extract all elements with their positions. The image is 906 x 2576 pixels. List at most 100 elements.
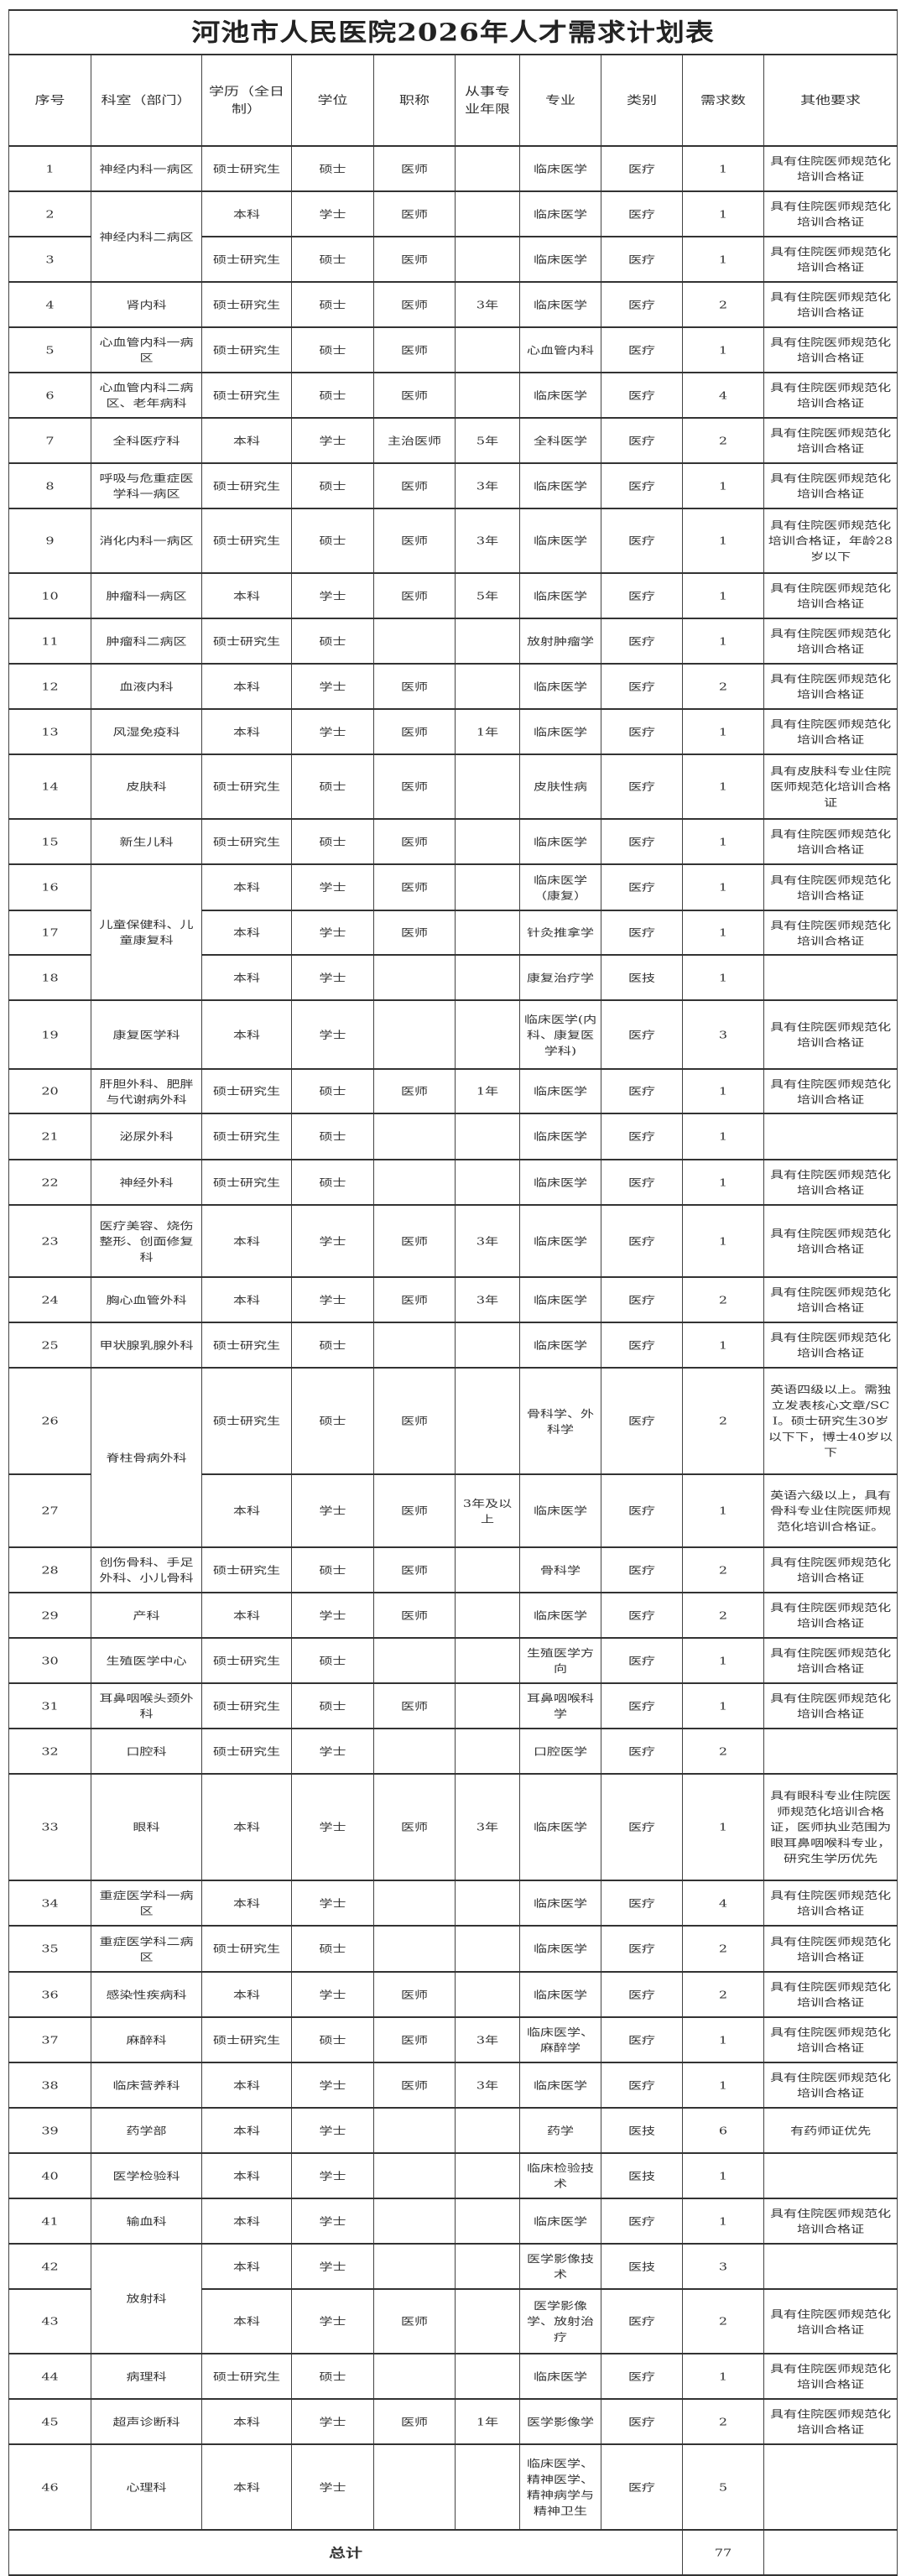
cell-department: 肝胆外科、肥胖与代谢病外科 [91, 1068, 202, 1114]
cell-category: 医疗 [601, 2016, 683, 2063]
cell-text: 医疗 [627, 1563, 655, 1577]
cell-major: 临床检验技术 [519, 2152, 601, 2199]
cell-text: 5 [45, 343, 55, 357]
cell-text: 英语四级以上。需独立发表核心文章/SCI。硕士研究生30岁以下下，博士40岁以下 [768, 1383, 893, 1459]
cell-text: 临床医学 [533, 1821, 587, 1833]
cell-major: 药学 [519, 2107, 601, 2154]
cell-text: 1年 [476, 725, 499, 738]
cell-text: 29 [41, 1609, 59, 1622]
cell-demand-count: 1 [682, 1773, 764, 1881]
cell-text: 医疗 [627, 2033, 655, 2047]
cell-text: 具有住院医师规范化培训合格证 [770, 1077, 892, 1105]
cell-department: 甲状腺乳腺外科 [91, 1322, 202, 1369]
cell-seq: 2 [8, 190, 91, 237]
cell-department: 肿瘤科二病区 [91, 618, 202, 665]
cell-text: 硕士 [319, 780, 346, 793]
table-row: 9 消化内科一病区 硕士研究生 硕士 医师 3年 临床医学 医疗 1 具有住院医师规范化培训合格证… [8, 508, 898, 574]
cell-demand-count: 2 [682, 1728, 764, 1775]
cell-seq: 22 [8, 1159, 91, 1206]
cell-text: 临床营养科 [112, 2078, 180, 2092]
cell-text: 医师 [400, 2415, 428, 2428]
cell-major: 临床医学 [519, 2353, 601, 2400]
cell-department: 儿童保健科、儿童康复科 [91, 863, 202, 1001]
cell-category: 医疗 [601, 462, 683, 509]
cell-job-title: 医师 [373, 1773, 456, 1881]
cell-text: 具有住院医师规范化培训合格证 [770, 1601, 892, 1630]
cell-text: 40 [41, 2169, 59, 2182]
cell-text: 2 [718, 1744, 728, 1758]
cell-seq: 44 [8, 2353, 91, 2400]
cell-text: 具有住院医师规范化培训合格证 [770, 873, 892, 901]
cell-text: 本科 [232, 1293, 260, 1306]
cell-text: 消化内科一病区 [99, 534, 194, 547]
cell-major: 骨科学 [519, 1546, 601, 1593]
cell-text: 硕士 [319, 298, 346, 311]
cell-years [455, 236, 520, 283]
cell-text: 病理科 [126, 2370, 167, 2383]
cell-text: 1 [718, 207, 728, 221]
cell-text: 硕士研究生 [212, 1338, 280, 1352]
cell-demand-count: 1 [682, 1322, 764, 1369]
cell-text: 心血管内科 [526, 343, 594, 357]
cell-text: 具有住院医师规范化培训合格证 [770, 1692, 892, 1720]
cell-other-requirements: 具有住院医师规范化培训合格证，年龄28岁以下 [763, 508, 898, 574]
cell-major: 临床医学 [519, 2062, 601, 2109]
total-count-text: 77 [714, 2546, 732, 2559]
cell-text: 2 [718, 298, 728, 311]
cell-text: 1 [718, 1699, 728, 1713]
cell-demand-count: 3 [682, 2243, 764, 2290]
cell-department: 超声诊断科 [91, 2398, 202, 2445]
cell-text: 临床医学(内科、康复医学科) [523, 1013, 597, 1056]
cell-text: 医师 [400, 1293, 428, 1306]
cell-seq: 32 [8, 1728, 91, 1775]
cell-years [455, 326, 520, 373]
cell-text: 医疗 [627, 1176, 655, 1189]
cell-text: 具有住院医师规范化培训合格证 [770, 919, 892, 946]
cell-years: 3年 [455, 462, 520, 509]
cell-job-title [373, 954, 456, 1001]
cell-text: 临床医学 [533, 1896, 587, 1910]
cell-text: 学士 [319, 971, 346, 984]
cell-education: 硕士研究生 [201, 754, 292, 820]
cell-category: 医疗 [601, 145, 683, 192]
cell-job-title: 医师 [373, 1473, 456, 1548]
cell-category: 医疗 [601, 818, 683, 865]
cell-department: 眼科 [91, 1773, 202, 1881]
cell-major: 临床医学 [519, 708, 601, 755]
cell-text: 临床医学 [533, 1988, 587, 2001]
cell-text: 2 [45, 207, 55, 221]
cell-text: 医师 [400, 1988, 428, 2001]
cell-other-requirements: 具有住院医师规范化培训合格证 [763, 1592, 898, 1639]
cell-other-requirements: 具有住院医师规范化培训合格证 [763, 1682, 898, 1729]
cell-job-title [373, 2152, 456, 2199]
cell-category: 医疗 [601, 663, 683, 710]
cell-demand-count: 2 [682, 2398, 764, 2445]
cell-years [455, 1159, 520, 1206]
cell-demand-count: 2 [682, 281, 764, 328]
cell-demand-count: 2 [682, 1367, 764, 1475]
cell-years [455, 2443, 520, 2531]
cell-major: 临床医学 [519, 1880, 601, 1927]
cell-other-requirements: 具有眼科专业住院医师规范化培训合格证，医师执业范围为眼耳鼻咽喉科专业，研究生学历… [763, 1773, 898, 1881]
cell-text: 学士 [319, 725, 346, 738]
cell-text: 神经内科一病区 [99, 162, 194, 175]
cell-text: 骨科学、外科学 [526, 1407, 594, 1435]
cell-text: 硕士研究生 [212, 835, 280, 848]
cell-category: 医疗 [601, 372, 683, 419]
cell-text: 1 [718, 1085, 728, 1098]
cell-job-title: 医师 [373, 462, 456, 509]
table-row: 22 神经外科 硕士研究生 硕士 临床医学 医疗 1 具有住院医师规范化培训合格证 [8, 1159, 898, 1206]
cell-text: 硕士 [319, 1130, 346, 1143]
cell-demand-count: 5 [682, 2443, 764, 2531]
cell-text: 硕士研究生 [212, 2370, 280, 2383]
cell-text: 学士 [319, 2078, 346, 2092]
cell-category: 医疗 [601, 1546, 683, 1593]
cell-seq: 28 [8, 1546, 91, 1593]
cell-years: 3年 [455, 1204, 520, 1278]
cell-department: 耳鼻咽喉头颈外科 [91, 1682, 202, 1729]
cell-department: 医疗美容、烧伤整形、创面修复科 [91, 1204, 202, 1278]
cell-department: 口腔科 [91, 1728, 202, 1775]
cell-major: 医学影像学、放射治疗 [519, 2288, 601, 2354]
cell-text: 硕士 [319, 2033, 346, 2047]
cell-text: 临床医学 [533, 1130, 587, 1143]
